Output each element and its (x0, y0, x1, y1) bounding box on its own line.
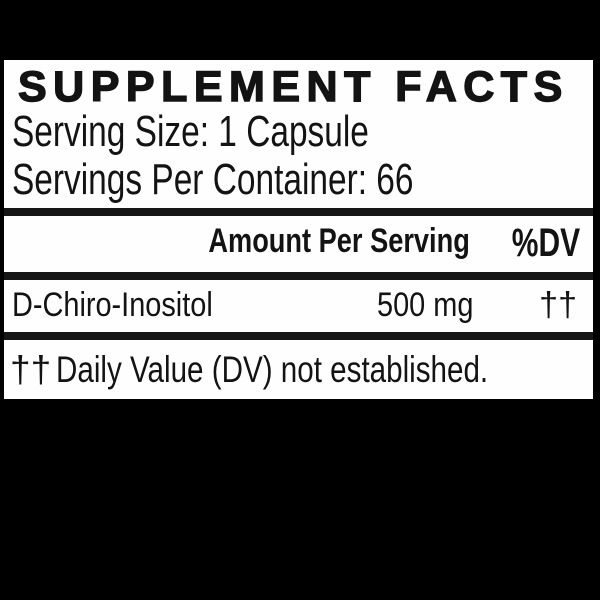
section-divider (4, 272, 593, 280)
ingredient-name: D-Chiro-Inositol (12, 286, 213, 324)
servings-per-container-line: Servings Per Container: 66 (12, 155, 414, 204)
supplement-facts-panel: SUPPLEMENT FACTS Serving Size: 1 Capsule… (4, 60, 593, 399)
footnote-section: †† Daily Value (DV) not established. (4, 340, 593, 399)
footnote-text: Daily Value (DV) not established. (56, 349, 489, 390)
column-header-row: Amount Per Serving %DV (4, 216, 593, 272)
amount-per-serving-header: Amount Per Serving (208, 222, 470, 260)
ingredient-amount: 500 mg (376, 286, 473, 324)
ingredient-row: D-Chiro-Inositol 500 mg †† (4, 280, 593, 332)
panel-title: SUPPLEMENT FACTS (17, 63, 569, 111)
ingredient-dv-daggers: †† (539, 286, 577, 324)
footnote-dagger-symbol: †† (10, 349, 52, 390)
header-section: SUPPLEMENT FACTS Serving Size: 1 Capsule… (4, 60, 593, 208)
percent-dv-header: %DV (511, 221, 580, 265)
serving-size-line: Serving Size: 1 Capsule (12, 107, 369, 156)
section-divider (4, 332, 593, 340)
section-divider (4, 208, 593, 216)
